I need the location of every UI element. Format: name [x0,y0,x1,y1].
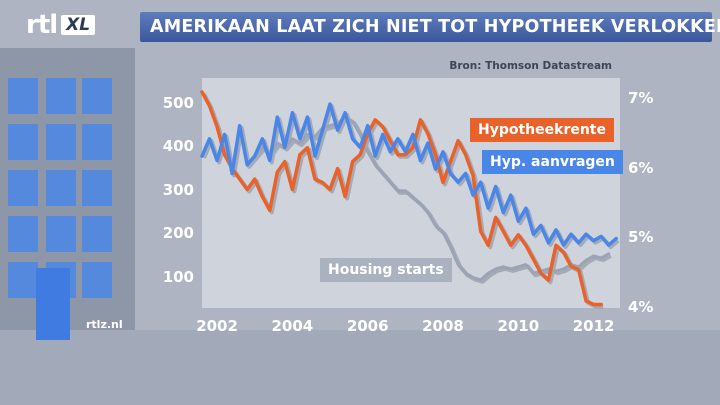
right-y-tick-label: 5% [628,228,654,247]
building-window [46,78,76,114]
building-window [82,124,112,160]
floor-band [0,330,720,405]
left-y-tick-label: 400 [162,137,194,156]
logo-rtl-text: rtl [26,10,58,40]
left-y-tick-label: 100 [162,267,194,286]
x-tick-label: 2006 [346,317,389,335]
watermark: rtlz.nl [86,318,123,331]
building-window [46,170,76,206]
right-y-tick-label: 6% [628,158,654,177]
x-tick-label: 2002 [196,317,238,335]
building-window [82,170,112,206]
source-note: Bron: Thomson Datastream [449,60,612,72]
series-line-hyp-aanvragen [200,102,618,247]
x-tick-label: 2012 [572,317,615,335]
chart-title: AMERIKAAN LAAT ZICH NIET TOT HYPOTHEEK V… [150,17,720,37]
building-window [8,124,38,160]
title-bar: AMERIKAAN LAAT ZICH NIET TOT HYPOTHEEK V… [140,12,720,42]
series-line-hypotheekrente [200,90,603,307]
rtl-xl-logo: rtl XL [26,10,96,40]
left-y-tick-label: 200 [162,224,194,243]
building-window [8,170,38,206]
x-tick-label: 2008 [422,317,464,335]
building-window [8,216,38,252]
building-window [82,216,112,252]
series-label-hypotheekrente: Hypotheekrente [470,118,614,142]
building-door [36,268,70,340]
building-window [8,78,38,114]
right-y-tick-label: 4% [628,298,654,316]
left-y-tick-label: 500 [162,94,194,113]
right-y-tick-label: 7% [628,88,654,107]
series-label-hyp-aanvragen: Hyp. aanvragen [482,150,623,174]
x-tick-label: 2010 [497,317,540,335]
building-window [82,262,112,298]
logo-xl-text: XL [61,15,96,35]
building-window [46,216,76,252]
x-tick-label: 2004 [271,317,314,335]
building-window [8,262,38,298]
series-label-housing-starts: Housing starts [320,258,452,282]
left-y-tick-label: 300 [162,180,194,199]
building-window [46,124,76,160]
building-window [82,78,112,114]
